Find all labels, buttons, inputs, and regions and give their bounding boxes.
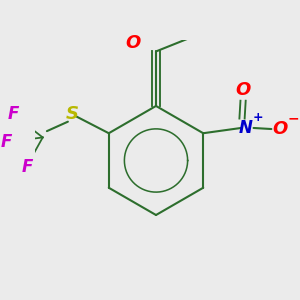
Text: −: − xyxy=(288,112,299,125)
Text: S: S xyxy=(66,105,79,123)
Text: F: F xyxy=(21,158,33,176)
Text: O: O xyxy=(236,81,251,99)
Text: O: O xyxy=(125,34,141,52)
Text: O: O xyxy=(272,120,287,138)
Text: F: F xyxy=(8,105,19,123)
Text: +: + xyxy=(252,111,263,124)
Text: N: N xyxy=(238,119,252,137)
Text: F: F xyxy=(0,133,12,151)
